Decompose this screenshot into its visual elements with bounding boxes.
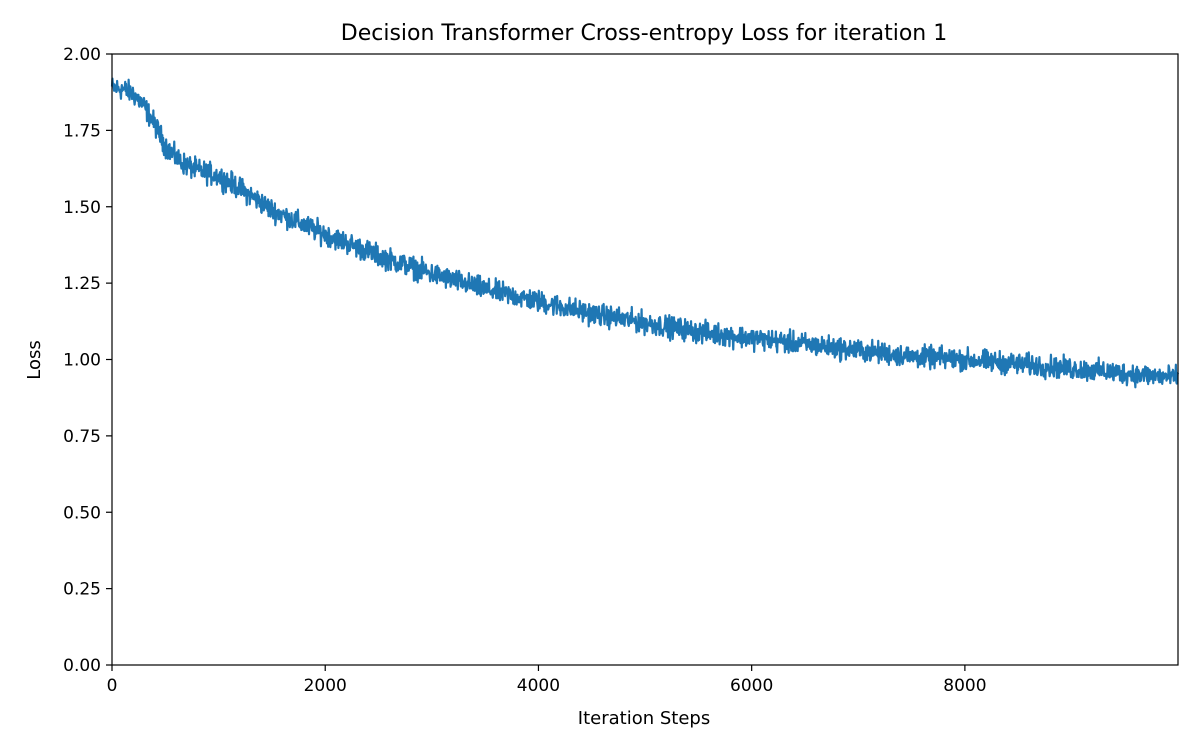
y-tick-label: 0.75 bbox=[63, 427, 101, 447]
chart-title: Decision Transformer Cross-entropy Loss … bbox=[341, 21, 947, 46]
y-tick-label: 0.25 bbox=[63, 580, 101, 600]
x-tick-label: 0 bbox=[107, 676, 118, 696]
plot-frame bbox=[111, 53, 1179, 666]
y-tick-label: 0.50 bbox=[63, 503, 101, 523]
x-tick-label: 4000 bbox=[517, 676, 560, 696]
y-tick-label: 2.00 bbox=[63, 45, 101, 65]
series-line-loss bbox=[110, 77, 1180, 389]
x-axis-label: Iteration Steps bbox=[578, 708, 710, 729]
y-tick-label: 1.00 bbox=[63, 351, 101, 371]
y-tick-label: 1.25 bbox=[63, 274, 101, 294]
x-tick-label: 2000 bbox=[304, 676, 347, 696]
y-tick-label: 1.75 bbox=[63, 121, 101, 141]
x-tick-label: 8000 bbox=[943, 676, 986, 696]
axis-ticks: 0 2000 4000 6000 8000 0.00 0.25 0.50 0.75 1.00 1.2… bbox=[63, 45, 986, 696]
x-tick-label: 6000 bbox=[730, 676, 773, 696]
plot-area bbox=[110, 77, 1180, 389]
y-axis-label: Loss bbox=[24, 340, 45, 379]
y-tick-label: 0.00 bbox=[63, 656, 101, 676]
y-tick-label: 1.50 bbox=[63, 198, 101, 218]
